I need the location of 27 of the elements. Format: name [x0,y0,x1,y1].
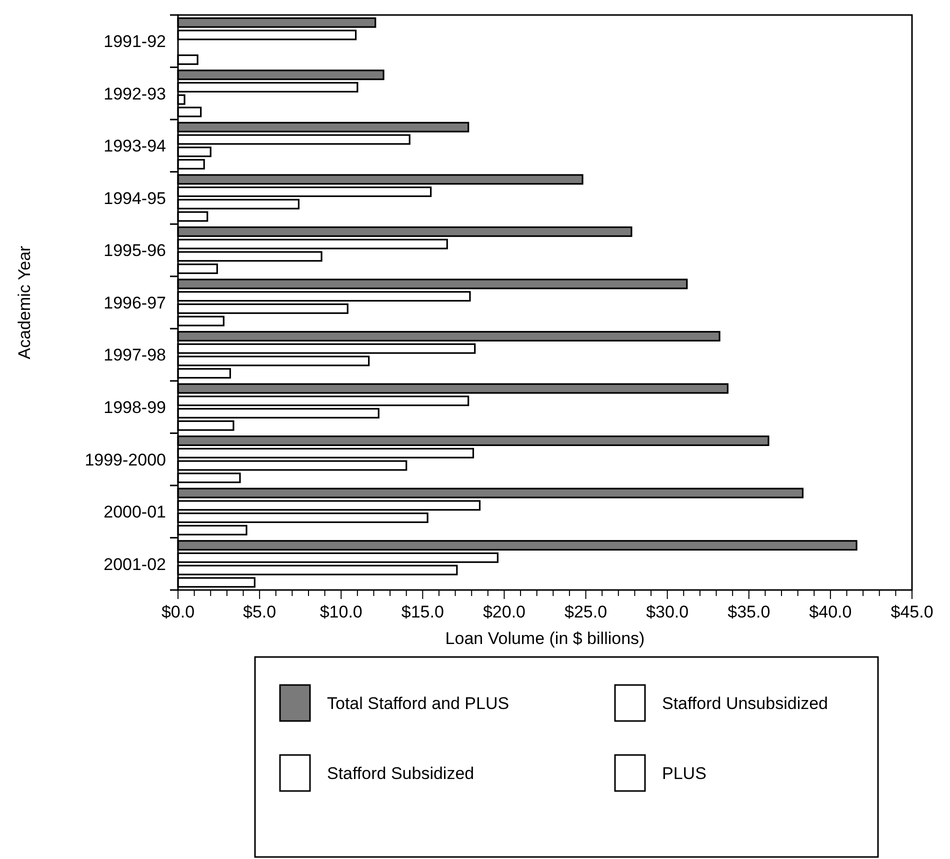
legend-label: PLUS [662,764,706,783]
x-tick-label: $5.0 [243,602,276,622]
x-tick-label: $35.0 [728,602,770,622]
y-tick-label: 1993-94 [104,136,166,156]
y-tick-label: 1996-97 [104,293,166,312]
x-tick-label: $20.0 [482,602,526,622]
y-tick-label: 1999-2000 [84,450,166,470]
legend-label: Stafford Subsidized [327,764,474,783]
y-tick-label: 1992-93 [104,84,166,104]
y-axis-title: Academic Year [15,245,34,360]
y-tick-label: 1991-92 [104,32,166,52]
legend-label: Stafford Unsubsidized [662,694,828,713]
x-tick-label: $45.0 [890,602,934,622]
x-axis-title: Loan Volume (in $ billions) [445,629,645,648]
y-tick-label: 1998-99 [104,398,166,417]
y-tick-label: 2001-02 [104,554,166,574]
x-tick-label: $40.0 [809,602,852,622]
x-tick-label: $0.0 [161,602,195,622]
x-tick-label: $25.0 [564,602,608,622]
x-tick-label: $30.0 [646,602,689,622]
legend-label: Total Stafford and PLUS [327,694,510,713]
y-tick-label: 1994-95 [104,188,166,208]
x-tick-label: $15.0 [401,602,444,622]
x-tick-label: $10.0 [320,602,362,622]
y-tick-label: 1995-96 [104,241,166,260]
y-tick-label: 1997-98 [104,346,166,365]
y-tick-label: 2000-01 [104,502,166,522]
